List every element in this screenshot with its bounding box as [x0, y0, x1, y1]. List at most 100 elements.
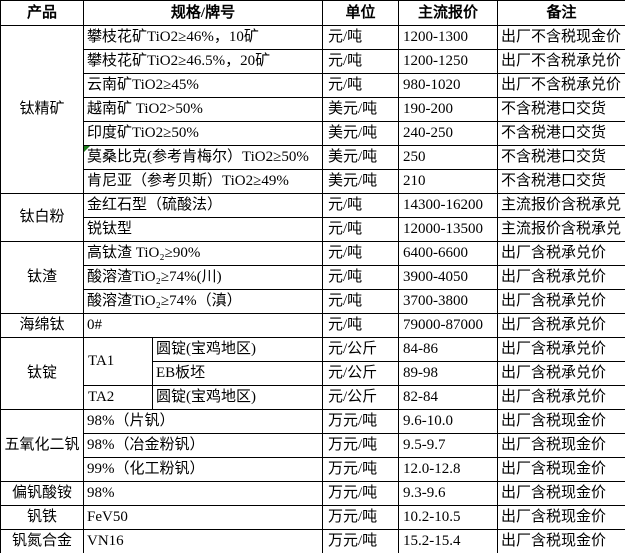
price-cell: 84-86 [398, 337, 499, 362]
unit-cell: 元/吨 [322, 73, 400, 98]
note-cell: 主流报价含税承兑 [497, 193, 625, 218]
spec-cell: 攀枝花矿TiO2≥46.5%，20矿 [82, 49, 324, 74]
unit-cell: 元/吨 [322, 313, 400, 338]
price-cell: 1200-1300 [398, 25, 499, 50]
price-cell: 15.2-15.4 [398, 529, 499, 553]
table-row: 莫桑比克(参考肯梅尔）TiO2≥50% 美元/吨 250 不含税港口交货 [1, 145, 625, 170]
table-body: 钛精矿 攀枝花矿TiO2≥46%，10矿 元/吨 1200-1300 出厂不含税现金价攀… [0, 25, 625, 553]
note-cell: 出厂不含税现金价 [497, 25, 625, 50]
unit-cell: 元/公斤 [322, 385, 400, 410]
note-cell: 出厂含税现金价 [497, 433, 625, 458]
spec-cell: 98% [82, 481, 324, 506]
table-row: 五氧化二钒 98%（片钒） 万元/吨 9.6-10.0 出厂含税现金价 [0, 409, 625, 482]
spec-cell: 金红石型（硫酸法） [82, 193, 324, 218]
spec-cell: 酸溶渣TiO₂≥74%(川) [82, 265, 324, 290]
spec-cell: 高钛渣 TiO₂≥90% [82, 241, 324, 266]
unit-cell: 元/公斤 [322, 337, 400, 362]
product-cell: 偏钒酸铵 [0, 481, 84, 506]
note-cell: 出厂不含税承兑价 [497, 73, 625, 98]
spec-cell: 锐钛型 [82, 217, 324, 242]
unit-cell: 万元/吨 [322, 457, 400, 482]
price-cell: 3900-4050 [398, 265, 499, 290]
table-row: 攀枝花矿TiO2≥46.5%，20矿 元/吨 1200-1250 出厂不含税承兑价 [1, 49, 625, 74]
table-row: 99%（化工粉钒） 万元/吨 12.0-12.8 出厂含税现金价 [1, 457, 625, 482]
col-header-note: 备注 [497, 0, 625, 26]
product-cell: 五氧化二钒 [0, 409, 84, 482]
unit-cell: 万元/吨 [322, 505, 400, 530]
spec-cell: VN16 [82, 529, 324, 553]
unit-cell: 万元/吨 [322, 529, 400, 553]
unit-cell: 元/公斤 [322, 361, 400, 386]
table-row: 肯尼亚（参考贝斯）TiO2≥49% 美元/吨 210 不含税港口交货 [1, 169, 625, 194]
price-cell: 9.3-9.6 [398, 481, 499, 506]
spec-cell: 印度矿TiO2≥50% [82, 121, 324, 146]
note-cell: 出厂含税承兑价 [497, 385, 625, 410]
product-cell: 钛锭 [0, 337, 84, 410]
table-row: 酸溶渣TiO₂≥74%(川) 元/吨 3900-4050 出厂含税承兑价 [1, 265, 625, 290]
price-cell: 89-98 [398, 361, 499, 386]
table-row: 偏钒酸铵 98% 万元/吨 9.3-9.6 出厂含税现金价 [0, 481, 625, 506]
spec-cell: 圆锭(宝鸡地区) [151, 385, 324, 410]
product-cell: 钛渣 [0, 241, 84, 314]
price-cell: 1200-1250 [398, 49, 499, 74]
spec-cell: 0# [82, 313, 324, 338]
note-cell: 出厂含税现金价 [497, 505, 625, 530]
unit-cell: 元/吨 [322, 265, 400, 290]
price-cell: 12.0-12.8 [398, 457, 499, 482]
product-cell: 钛白粉 [0, 193, 84, 242]
note-cell: 出厂含税承兑价 [497, 265, 625, 290]
col-header-spec: 规格/牌号 [82, 0, 324, 26]
unit-cell: 元/吨 [322, 49, 400, 74]
table-row: 锐钛型 元/吨 12000-13500 主流报价含税承兑 [1, 217, 625, 242]
price-cell: 82-84 [398, 385, 499, 410]
spec-cell: 攀枝花矿TiO2≥46%，10矿 [82, 25, 324, 50]
ta-cell: TA2 [83, 385, 153, 410]
table-row: EB板坯 元/公斤 89-98 出厂含税承兑价 [1, 361, 625, 386]
price-cell: 3700-3800 [398, 289, 499, 314]
comment-marker-icon [84, 146, 90, 152]
note-cell: 主流报价含税承兑 [497, 217, 625, 242]
note-cell: 不含税港口交货 [497, 121, 625, 146]
table-row: 钛渣 高钛渣 TiO₂≥90% 元/吨 6400-6600 出厂含税承兑价 [0, 241, 625, 314]
spec-cell: 云南矿TiO2≥45% [82, 73, 324, 98]
unit-cell: 万元/吨 [322, 433, 400, 458]
price-cell: 6400-6600 [398, 241, 499, 266]
table-row: 钛精矿 攀枝花矿TiO2≥46%，10矿 元/吨 1200-1300 出厂不含税现金价 [0, 25, 625, 194]
table-row: 海绵钛 0# 元/吨 79000-87000 出厂含税承兑价 [0, 313, 625, 338]
table-row: 酸溶渣TiO₂≥74%（滇） 元/吨 3700-3800 出厂含税承兑价 [1, 289, 625, 314]
price-cell: 14300-16200 [398, 193, 499, 218]
spec-cell: 圆锭(宝鸡地区) [151, 337, 324, 362]
note-cell: 出厂含税承兑价 [497, 361, 625, 386]
col-header-price: 主流报价 [398, 0, 499, 26]
price-cell: 980-1020 [398, 73, 499, 98]
table-row: 印度矿TiO2≥50% 美元/吨 240-250 不含税港口交货 [1, 121, 625, 146]
table-row: 云南矿TiO2≥45% 元/吨 980-1020 出厂不含税承兑价 [1, 73, 625, 98]
price-cell: 210 [398, 169, 499, 194]
unit-cell: 美元/吨 [322, 121, 400, 146]
table-row: 钛白粉 金红石型（硫酸法） 元/吨 14300-16200 主流报价含税承兑 [0, 193, 625, 242]
price-cell: 10.2-10.5 [398, 505, 499, 530]
product-cell: 海绵钛 [0, 313, 84, 338]
note-cell: 出厂含税承兑价 [497, 337, 625, 362]
note-cell: 不含税港口交货 [497, 97, 625, 122]
spec-cell: 99%（化工粉钒） [82, 457, 324, 482]
unit-cell: 元/吨 [322, 25, 400, 50]
unit-cell: 元/吨 [322, 217, 400, 242]
ta-cell: TA1 [83, 337, 153, 386]
note-cell: 出厂不含税承兑价 [497, 49, 625, 74]
spec-cell: 莫桑比克(参考肯梅尔）TiO2≥50% [82, 145, 324, 170]
spec-cell: 酸溶渣TiO₂≥74%（滇） [82, 289, 324, 314]
note-cell: 出厂含税现金价 [497, 409, 625, 434]
unit-cell: 美元/吨 [322, 169, 400, 194]
table-row: 98%（冶金粉钒） 万元/吨 9.5-9.7 出厂含税现金价 [1, 433, 625, 458]
unit-cell: 万元/吨 [322, 481, 400, 506]
product-cell: 钛精矿 [0, 25, 84, 194]
spec-cell: 98%（冶金粉钒） [82, 433, 324, 458]
price-cell: 9.6-10.0 [398, 409, 499, 434]
unit-cell: 元/吨 [322, 289, 400, 314]
table-row: 越南矿 TiO2>50% 美元/吨 190-200 不含税港口交货 [1, 97, 625, 122]
unit-cell: 万元/吨 [322, 409, 400, 434]
table-row: TA2 圆锭(宝鸡地区) 元/公斤 82-84 出厂含税承兑价 [1, 385, 625, 410]
unit-cell: 元/吨 [322, 193, 400, 218]
